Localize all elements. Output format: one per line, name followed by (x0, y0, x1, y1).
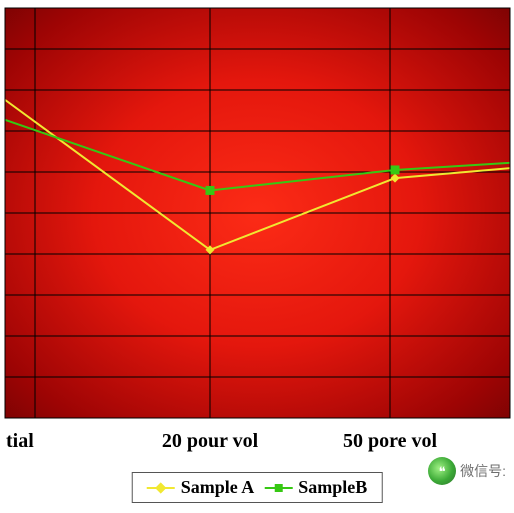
watermark-text: 微信号: (460, 461, 506, 481)
x-tick-label: tial (6, 430, 34, 453)
wechat-icon: ❝ (428, 457, 456, 485)
legend-swatch (147, 487, 175, 489)
watermark: ❝ 微信号: (428, 457, 506, 485)
legend-item: Sample A (147, 477, 255, 498)
legend-item: SampleB (264, 477, 367, 498)
chart-container: tial20 pour vol50 pore vol Sample ASampl… (0, 0, 514, 513)
x-tick-label: 50 pore vol (343, 430, 437, 453)
legend-label: SampleB (298, 477, 367, 498)
legend-label: Sample A (181, 477, 255, 498)
legend-swatch (264, 487, 292, 489)
chart-legend: Sample A SampleB (132, 472, 383, 503)
series-marker (206, 186, 215, 195)
x-tick-label: 20 pour vol (162, 430, 258, 453)
series-marker (391, 165, 400, 174)
